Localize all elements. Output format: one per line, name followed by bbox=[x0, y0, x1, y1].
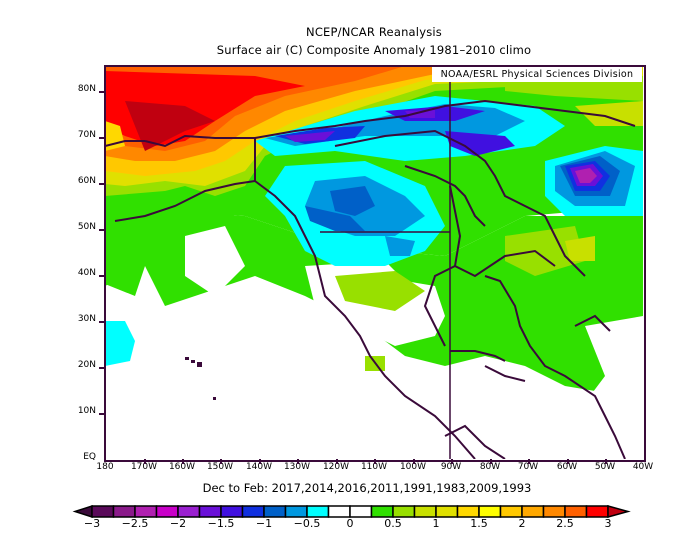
lon-label: 70W bbox=[517, 462, 539, 472]
lon-label: 140W bbox=[245, 462, 273, 472]
chart-subtitle: Surface air (C) Composite Anomaly 1981–2… bbox=[216, 43, 532, 57]
colorbar-tick-label: 0 bbox=[346, 517, 354, 530]
map-contours bbox=[105, 66, 643, 459]
colorbar-tick-label: 3 bbox=[604, 517, 612, 530]
anomaly-map: NOAA/ESRL Physical Sciences Division bbox=[105, 66, 643, 459]
colorbar-tick-label: −1 bbox=[255, 517, 273, 530]
lon-label: 170W bbox=[130, 462, 158, 472]
colorbar-tick-label: −2 bbox=[169, 517, 187, 530]
colorbar bbox=[70, 503, 640, 521]
colorbar-tick-label: 2.5 bbox=[556, 517, 574, 530]
colorbar-tick-label: −3 bbox=[83, 517, 101, 530]
lon-label: 100W bbox=[399, 462, 427, 472]
lon-label: 80W bbox=[479, 462, 501, 472]
lon-label: 40W bbox=[632, 462, 654, 472]
lon-label: 90W bbox=[440, 462, 462, 472]
colorbar-tick-label: −2.5 bbox=[121, 517, 149, 530]
lon-label: 130W bbox=[283, 462, 311, 472]
lat-label: EQ bbox=[83, 452, 96, 462]
colorbar-tick-label: 0.5 bbox=[384, 517, 402, 530]
lat-label: 10N bbox=[77, 406, 96, 416]
colorbar-tick-label: −0.5 bbox=[293, 517, 321, 530]
lat-label: 80N bbox=[77, 84, 96, 94]
lon-label: 50W bbox=[594, 462, 616, 472]
lon-label: 150W bbox=[206, 462, 234, 472]
colorbar-tick-label: −1.5 bbox=[207, 517, 235, 530]
colorbar-tick-label: 1 bbox=[432, 517, 440, 530]
colorbar-tick-label: 1.5 bbox=[470, 517, 488, 530]
lat-label: 20N bbox=[77, 360, 96, 370]
lon-label: 160W bbox=[168, 462, 196, 472]
composite-years-label: Dec to Feb: 2017,2014,2016,2011,1991,198… bbox=[202, 481, 532, 495]
lon-label: 120W bbox=[322, 462, 350, 472]
lat-label: 40N bbox=[77, 268, 96, 278]
lat-label: 70N bbox=[77, 130, 96, 140]
lon-label: 180 bbox=[96, 462, 114, 472]
colorbar-swatches bbox=[72, 504, 631, 519]
colorbar-tick-label: 2 bbox=[518, 517, 526, 530]
lon-label: 110W bbox=[360, 462, 388, 472]
credit-label: NOAA/ESRL Physical Sciences Division bbox=[432, 67, 642, 82]
lat-label: 60N bbox=[77, 176, 96, 186]
lat-label: 30N bbox=[77, 314, 96, 324]
lon-label: 60W bbox=[556, 462, 578, 472]
lat-label: 50N bbox=[77, 222, 96, 232]
chart-title: NCEP/NCAR Reanalysis bbox=[306, 25, 442, 39]
